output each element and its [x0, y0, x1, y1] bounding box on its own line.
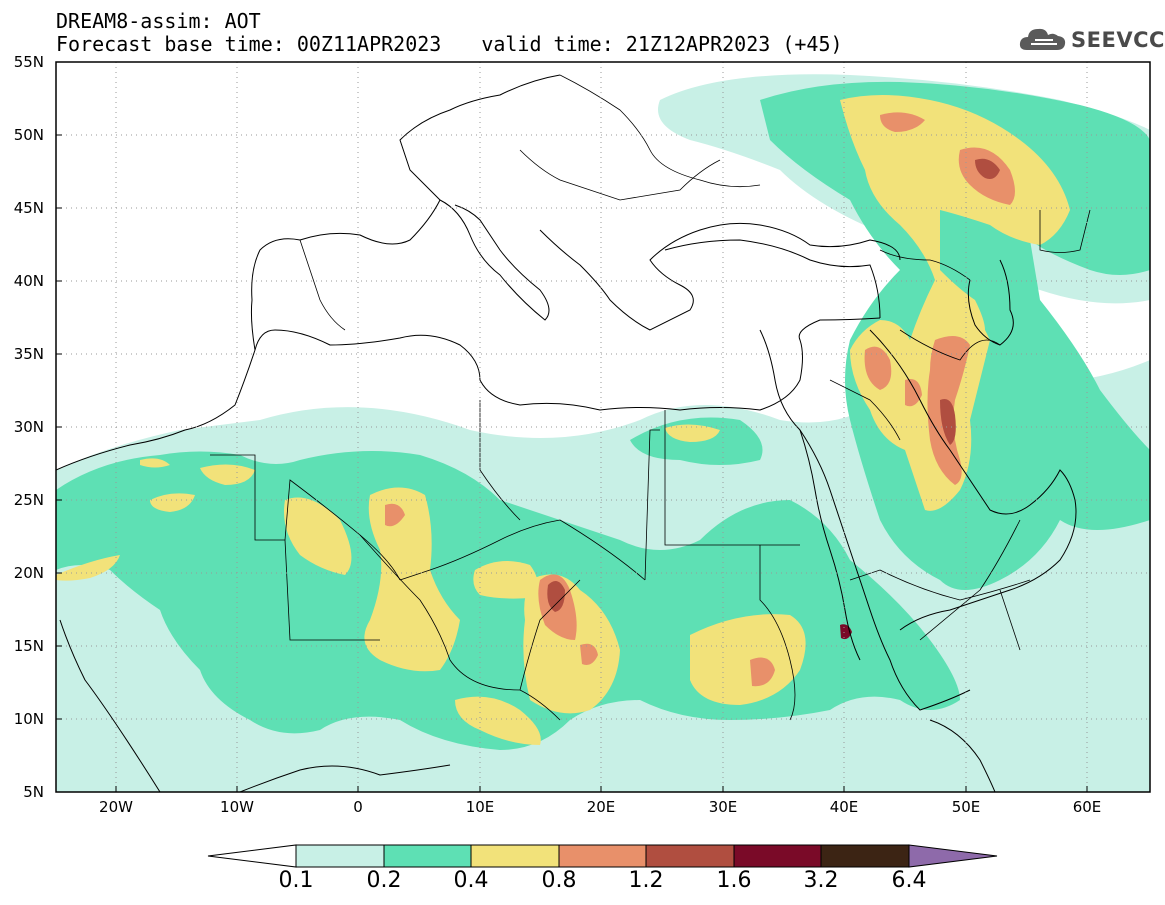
grid-lines — [56, 62, 1150, 792]
colorbar-swatch — [470, 844, 560, 868]
colorbar-swatch — [733, 844, 822, 868]
colorbar-swatch — [383, 844, 472, 868]
lon-label: 60E — [1073, 798, 1102, 816]
valid-time: valid time: 21Z12APR2023 (+45) — [481, 32, 843, 56]
cloud-icon — [1019, 28, 1066, 50]
colorbar-label: 1.2 — [628, 868, 664, 893]
lat-label: 5N — [23, 783, 44, 801]
time-info: Forecast base time: 00Z11APR2023 valid ti… — [56, 33, 843, 55]
lon-label: 40E — [830, 798, 859, 816]
lon-label: 20E — [587, 798, 616, 816]
latitude-labels: 55N 50N 45N 40N 35N 30N 25N 20N 15N 10N … — [14, 53, 44, 801]
lat-label: 30N — [14, 418, 44, 436]
colorbar-swatch — [295, 844, 385, 868]
longitude-labels: 20W 10W 0 10E 20E 30E 40E 50E 60E — [99, 798, 1101, 816]
lon-label: 0 — [353, 798, 363, 816]
country-borders — [210, 74, 1091, 721]
colorbar-label: 0.8 — [541, 868, 577, 893]
lat-label: 55N — [14, 53, 44, 71]
lon-label: 10E — [466, 798, 495, 816]
logo-text: SEEVCCC — [1071, 28, 1165, 52]
map-title: DREAM8-assim: AOT — [56, 9, 261, 33]
lat-label: 40N — [14, 272, 44, 290]
lat-label: 50N — [14, 126, 44, 144]
lon-label: 20W — [99, 798, 133, 816]
lat-label: 10N — [14, 710, 44, 728]
colorbar-over-arrow — [908, 844, 998, 868]
colorbar-swatch — [558, 844, 647, 868]
colorbar-label: 0.4 — [453, 868, 489, 893]
colorbar-under-arrow — [207, 844, 297, 868]
colorbar-label: 3.2 — [803, 868, 839, 893]
lon-label: 30E — [709, 798, 738, 816]
seevccc-logo: SEEVCCC — [1017, 22, 1165, 58]
lat-label: 25N — [14, 491, 44, 509]
colorbar-swatch — [645, 844, 735, 868]
colorbar-label: 1.6 — [716, 868, 752, 893]
aot-level-1.2 — [547, 158, 1000, 612]
colorbar-label: 0.1 — [278, 868, 314, 893]
lat-label: 45N — [14, 199, 44, 217]
coastlines — [56, 74, 1077, 792]
axis-ticks — [56, 61, 1088, 792]
colorbar — [207, 844, 998, 868]
lat-label: 15N — [14, 637, 44, 655]
lat-label: 20N — [14, 564, 44, 582]
lat-label: 35N — [14, 345, 44, 363]
colorbar-label: 6.4 — [891, 868, 927, 893]
colorbar-swatch — [820, 844, 910, 868]
colorbar-label: 0.2 — [366, 868, 402, 893]
base-time: Forecast base time: 00Z11APR2023 — [56, 32, 442, 56]
aot-contours — [56, 74, 1150, 792]
lon-label: 10W — [220, 798, 254, 816]
lon-label: 50E — [952, 798, 981, 816]
